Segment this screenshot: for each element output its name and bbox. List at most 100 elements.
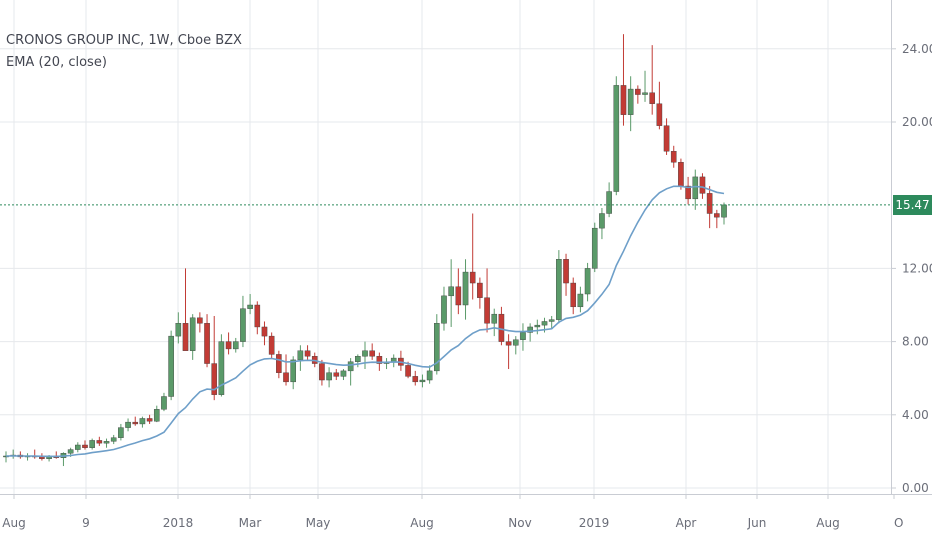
candle (721, 202, 727, 225)
candle-body (656, 103, 663, 126)
candle-body (613, 85, 620, 192)
candle-body (426, 370, 433, 381)
candle (534, 319, 541, 335)
candle (168, 330, 174, 401)
candle (189, 314, 196, 360)
candle-body (67, 449, 74, 454)
candle-body (477, 282, 483, 298)
candle-body (505, 341, 512, 346)
candle (613, 76, 620, 196)
candle (110, 434, 117, 445)
candle (347, 358, 354, 386)
candle-body (714, 213, 720, 218)
candle (218, 334, 225, 397)
y-tick-label: 4.00 (902, 408, 929, 422)
indicator-label[interactable]: EMA (20, close) (6, 55, 107, 70)
candle (297, 345, 304, 371)
candle-body (161, 396, 167, 410)
candle (362, 341, 368, 370)
candle-body (355, 356, 361, 362)
candle-body (649, 92, 655, 104)
candle-body (469, 271, 476, 284)
candle (491, 308, 498, 337)
candle (656, 81, 663, 130)
candle-body (635, 88, 641, 95)
candle-body (699, 176, 706, 194)
candle (24, 453, 31, 461)
candle (556, 250, 562, 324)
candle-body (434, 323, 440, 372)
candle-body (326, 372, 332, 381)
horizontal-gridlines (0, 48, 891, 489)
candle (441, 286, 447, 331)
candle (340, 369, 347, 381)
candle-body (211, 363, 218, 395)
time-axis[interactable]: Aug 9 2018 Mar May Aug Nov 2019 Apr Jun Aug O (2, 494, 903, 530)
symbol-title[interactable]: CRONOS GROUP INC, 1W, Cboe BZX (6, 33, 242, 48)
candle (620, 34, 627, 126)
candle-body (584, 268, 591, 295)
ema-line (5, 185, 725, 458)
candle (132, 416, 139, 426)
candle-body (484, 297, 490, 324)
candle-body (39, 456, 45, 459)
candle-body (304, 350, 311, 357)
candle (103, 438, 110, 448)
candle-body (692, 176, 699, 200)
candle (17, 451, 24, 459)
candle (118, 423, 124, 441)
candle (319, 359, 325, 386)
candle (584, 262, 591, 302)
candle (125, 418, 131, 432)
candle (570, 277, 577, 315)
candle (139, 416, 146, 428)
candle (434, 314, 440, 375)
candle (419, 374, 426, 388)
candle (527, 323, 533, 342)
candle-body (283, 372, 289, 383)
candle-body (333, 372, 340, 377)
candle-body (462, 271, 469, 306)
x-tick-label: Aug (816, 516, 839, 530)
candle (692, 169, 699, 210)
candle-body (153, 409, 160, 422)
candle-body (606, 191, 612, 214)
candle (477, 277, 483, 309)
candle (89, 438, 95, 450)
y-tick-label: 12.00 (902, 261, 932, 275)
price-axis[interactable]: 0.00 4.00 8.00 12.00 20.00 24.00 (891, 42, 932, 495)
candle (505, 334, 512, 370)
candle (591, 222, 598, 273)
candle (426, 365, 433, 384)
candle (599, 208, 605, 240)
x-tick-label: 9 (82, 516, 90, 530)
candle-body (175, 323, 182, 337)
candle (412, 370, 419, 386)
candle-body (369, 350, 375, 357)
candle (254, 301, 261, 335)
candle (627, 76, 634, 132)
candle-body (82, 444, 88, 448)
x-tick-label: Aug (2, 516, 25, 530)
candlestick-series (3, 34, 727, 467)
x-tick-label: Jun (747, 516, 767, 530)
candle-body (527, 326, 533, 333)
candle (82, 440, 88, 450)
candle-body (218, 341, 225, 395)
x-tick-label: Apr (676, 516, 697, 530)
candle-body (189, 317, 196, 351)
vertical-gridlines (13, 0, 829, 494)
candle-body (541, 321, 548, 326)
candle (706, 186, 713, 229)
candle (161, 392, 167, 412)
candle (3, 451, 9, 463)
candle-body (512, 339, 519, 346)
candle-body (204, 323, 210, 364)
candle-body (362, 350, 368, 357)
x-tick-label: Aug (410, 516, 433, 530)
candle-body (225, 341, 232, 350)
x-tick-label: O (894, 516, 903, 530)
candle (649, 45, 655, 115)
candle-body (620, 85, 627, 115)
